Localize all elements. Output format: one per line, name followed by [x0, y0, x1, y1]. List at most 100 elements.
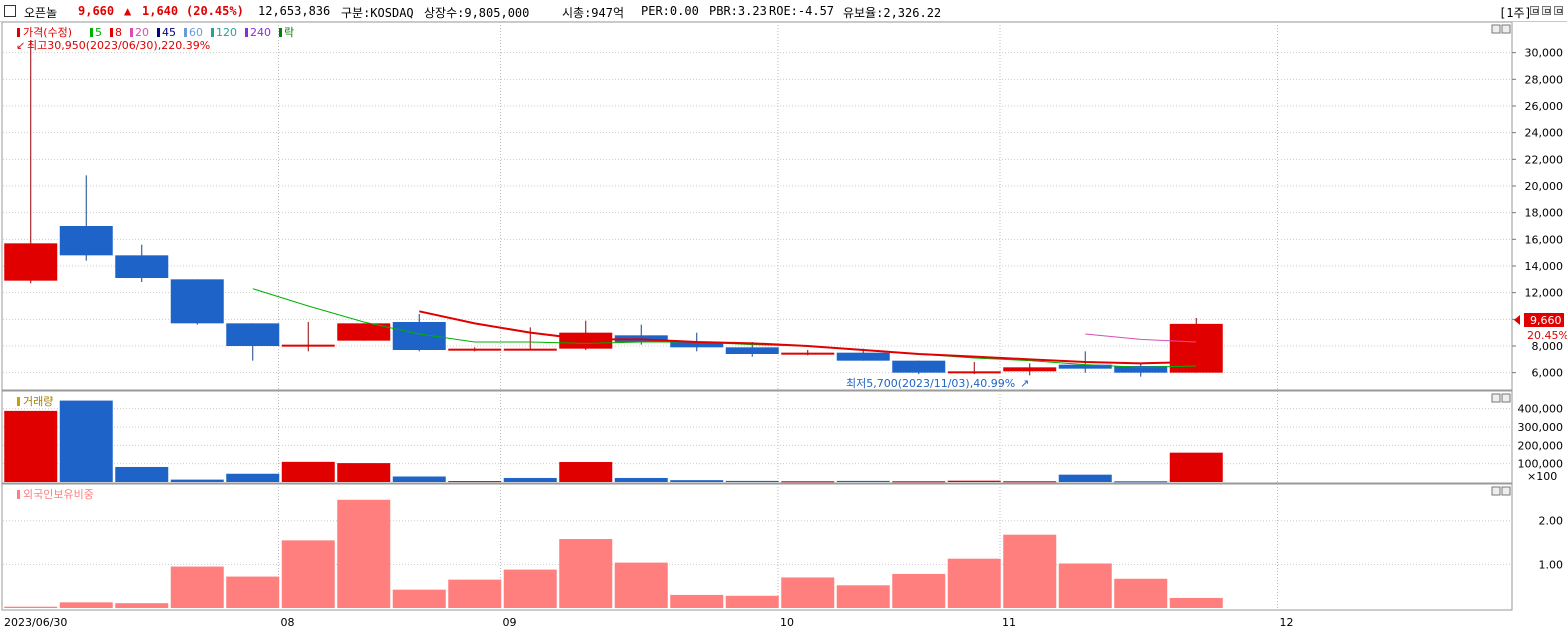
foreign-ownership-bar [281, 540, 335, 608]
volume-bar [1114, 481, 1168, 483]
maximize-window-button[interactable] [1542, 6, 1551, 15]
ma-legend-label[interactable]: 240 [250, 26, 271, 39]
price-tick-label: 16,000 [1525, 233, 1564, 246]
high-arrow-icon: ↙ [16, 39, 25, 52]
ma-legend-label[interactable]: 8 [115, 26, 122, 39]
moving-average-series [252, 288, 1197, 368]
volume-tick-label: 300,000 [1518, 421, 1564, 434]
x-tick-label: 09 [503, 616, 517, 629]
market-type: 구분:KOSDAQ [341, 6, 414, 20]
foreign-ownership-bar [392, 589, 446, 608]
ma-legend: 5 8 20 45 60 120 240 락 [90, 26, 294, 39]
ma-legend-label[interactable]: 45 [162, 26, 176, 39]
ma-line-8 [419, 310, 1197, 365]
foreign-tick-label: 2.00 [1539, 515, 1564, 528]
stock-chart[interactable]: 6,0008,00010,00012,00014,00016,00018,000… [0, 22, 1567, 630]
ma-line-20 [1085, 333, 1197, 343]
volume-bar [115, 466, 169, 482]
price-change-pct: (20.45%) [186, 4, 244, 18]
pbr-value: PBR:3.23 [709, 4, 767, 18]
foreign-tick-label: 1.00 [1539, 558, 1564, 571]
ma-legend-label[interactable]: 120 [216, 26, 237, 39]
candle-body [781, 352, 835, 355]
foreign-ownership-bar [448, 579, 502, 608]
volume-tick-label: 400,000 [1518, 403, 1564, 416]
foreign-legend-label[interactable]: 외국인보유비중 [23, 488, 94, 501]
volume-bar [559, 462, 613, 482]
candle-body [836, 352, 890, 361]
candle-body [4, 243, 58, 281]
candle-body [559, 332, 613, 349]
volume-bar [503, 477, 557, 482]
x-tick-label: 12 [1280, 616, 1294, 629]
volume-tick-label: 100,000 [1518, 458, 1564, 471]
ma-legend-label[interactable]: 20 [135, 26, 149, 39]
candle-body [503, 348, 557, 351]
y-axis-labels: 6,0008,00010,00012,00014,00016,00018,000… [1512, 47, 1564, 571]
ma-legend-label[interactable]: 락 [284, 26, 294, 39]
current-price: 9,660 [78, 4, 115, 18]
candle-body [947, 371, 1001, 374]
price-tick-label: 22,000 [1525, 153, 1564, 166]
x-tick-label: 08 [281, 616, 295, 629]
foreign-panel-controls[interactable] [1491, 486, 1511, 496]
foreign-ownership-bar [559, 539, 613, 608]
volume-bar [392, 476, 446, 482]
price-tick-label: 26,000 [1525, 100, 1564, 113]
ma-legend-marker [245, 28, 248, 37]
per-value: PER:0.00 [641, 4, 699, 18]
ma-legend-label[interactable]: 60 [189, 26, 203, 39]
foreign-ownership-bar [503, 569, 557, 608]
volume-panel[interactable] [1, 390, 1513, 484]
volume-legend-label[interactable]: 거래량 [23, 395, 53, 408]
stock-header-bar: 오픈놀 9,660 ▲ 1,640 (20.45%) 12,653,836 구분… [0, 0, 1567, 22]
ma-legend-marker [90, 28, 93, 37]
volume-bars [4, 400, 1223, 483]
current-price-pointer-icon [1514, 315, 1520, 325]
header-checkbox[interactable] [4, 5, 16, 17]
period-button[interactable]: [1주] [1499, 6, 1532, 20]
foreign-legend-marker [17, 490, 20, 499]
roe-value: ROE:-4.57 [769, 4, 835, 18]
price-tick-label: 12,000 [1525, 287, 1564, 300]
price-panel-controls[interactable] [1491, 24, 1511, 34]
price-change: 1,640 [142, 4, 179, 18]
high-annotation: 최고30,950(2023/06/30),220.39% [27, 39, 210, 52]
price-legend-marker [17, 28, 20, 37]
volume-bar [892, 481, 946, 483]
candle-body [337, 323, 391, 341]
candle-body [1058, 364, 1112, 369]
trade-volume: 12,653,836 [258, 4, 331, 18]
price-legend-label[interactable]: 가격(수정) [23, 26, 72, 39]
volume-bar [59, 400, 113, 482]
current-price-tag-label: 9,660 [1530, 314, 1562, 327]
volume-bar [337, 463, 391, 482]
low-arrow-icon: ↗ [1020, 377, 1029, 390]
candle-body [115, 255, 169, 278]
foreign-ownership-bars [4, 499, 1223, 608]
volume-bar [4, 410, 58, 482]
volume-panel-controls[interactable] [1491, 393, 1511, 403]
ma-legend-marker [110, 28, 113, 37]
foreign-ownership-bar [725, 595, 779, 608]
candle-body [170, 279, 224, 324]
foreign-ownership-bar [59, 602, 113, 608]
volume-bar [836, 480, 890, 482]
listed-shares: 상장수:9,805,000 [424, 6, 530, 20]
candle-body [392, 322, 446, 350]
close-window-button[interactable] [1554, 6, 1563, 15]
candle-body [59, 226, 113, 256]
foreign-ownership-bar [892, 573, 946, 608]
ma-legend-marker [130, 28, 133, 37]
candle-body [281, 344, 335, 347]
stock-name: 오픈놀 [24, 6, 58, 20]
ma-legend-marker [184, 28, 187, 37]
foreign-ownership-bar [115, 603, 169, 608]
candle-body [448, 348, 502, 351]
ma-legend-label[interactable]: 5 [95, 26, 102, 39]
ma-legend-marker [157, 28, 160, 37]
volume-bar [1003, 481, 1057, 483]
x-tick-label: 10 [780, 616, 794, 629]
reserve-ratio: 유보율:2,326.22 [843, 6, 942, 20]
minimize-window-button[interactable] [1530, 6, 1539, 15]
